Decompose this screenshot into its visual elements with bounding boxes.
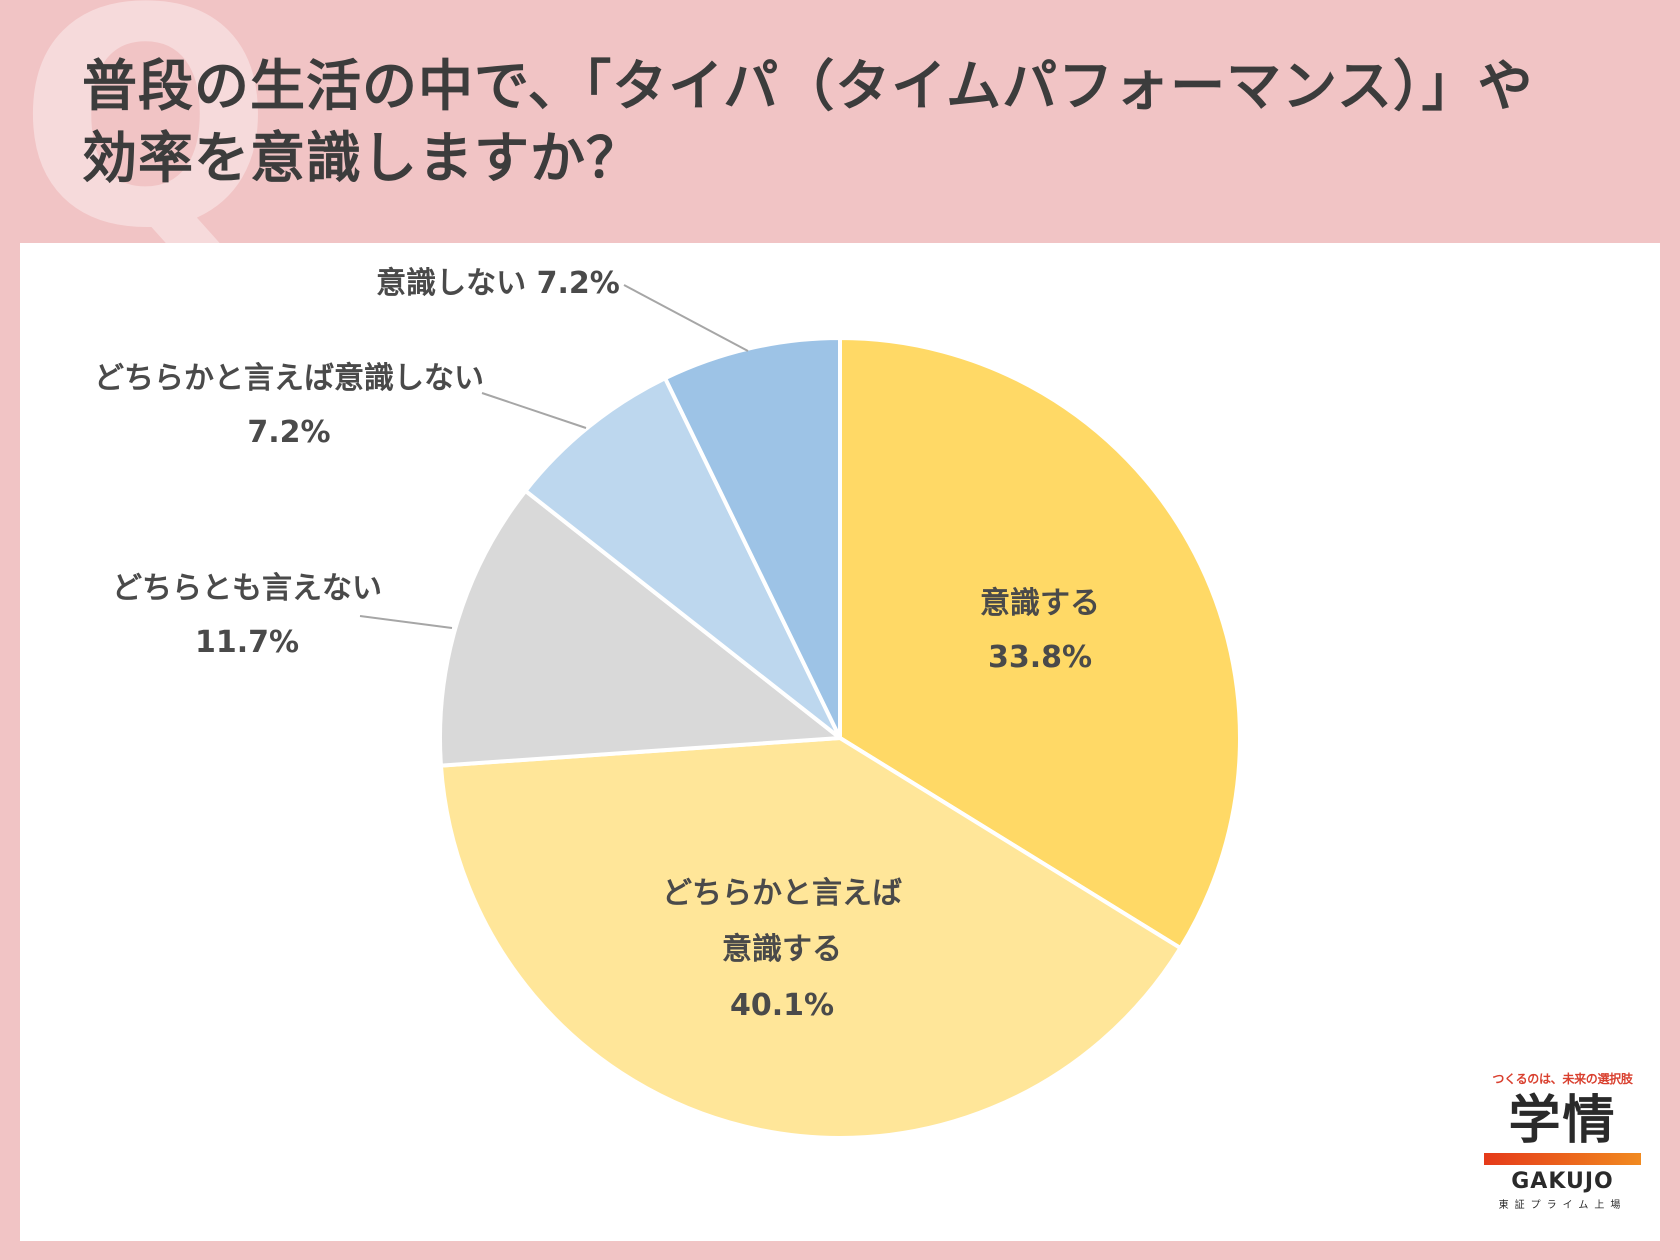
pie-slice-5 [662, 335, 842, 739]
slice-value-label-1: 33.8% [988, 640, 1092, 675]
page-title: 普段の生活の中で、「タイパ（タイムパフォーマンス）」や 効率を意識しますか？ [82, 50, 1662, 194]
slice-value-label-3: 11.7% [195, 625, 299, 660]
pie-slice-3 [438, 488, 846, 768]
logo-bar [1484, 1153, 1641, 1165]
logo-tagline: つくるのは、未来の選択肢 [1492, 1072, 1633, 1086]
pie-slice-4 [522, 375, 842, 740]
chart-panel: 意識する 33.8% どちらかと言えば 意識する 40.1% どちらとも言えない 11.7%… [20, 243, 1660, 1241]
leader-line-5 [623, 284, 749, 352]
slice-category-label-5: 意識しない 7.2% [376, 266, 620, 301]
leader-lines [359, 284, 749, 629]
logo-english: GAKUJO [1511, 1169, 1614, 1194]
slice-value-label-2: 40.1% [730, 988, 834, 1023]
pie-slices [438, 335, 1242, 1140]
slice-category-label-3: どちらとも言えない [112, 571, 382, 606]
slice-labels: 意識する33.8%どちらかと言えば意識する40.1%どちらとも言えない11.7%… [94, 266, 1100, 1023]
slice-category-label-1: 意識する [980, 586, 1100, 621]
pie-slice-2 [438, 735, 1184, 1140]
slice-category-label-4: どちらかと言えば意識しない [94, 361, 484, 396]
leader-line-4 [481, 392, 587, 429]
pie-chart: 意識する33.8%どちらかと言えば意識する40.1%どちらとも言えない11.7%… [94, 266, 1242, 1140]
pie-slice-1 [838, 335, 1242, 951]
title-line-1: 普段の生活の中で、「タイパ（タイムパフォーマンス）」や [82, 54, 1534, 118]
logo-kanji: 学情 [1508, 1091, 1617, 1151]
slice-category-label-2: どちらかと言えば [662, 876, 902, 911]
gakujo-logo: つくるのは、未来の選択肢 学情 GAKUJO 東証プライム上場 [1470, 1070, 1655, 1230]
slice-value-label-4: 7.2% [247, 415, 330, 450]
title-line-2: 効率を意識しますか？ [82, 126, 643, 190]
logo-subtitle: 東証プライム上場 [1498, 1200, 1627, 1211]
leader-line-3 [359, 615, 453, 629]
slice-category-label-2: 意識する [722, 932, 842, 967]
